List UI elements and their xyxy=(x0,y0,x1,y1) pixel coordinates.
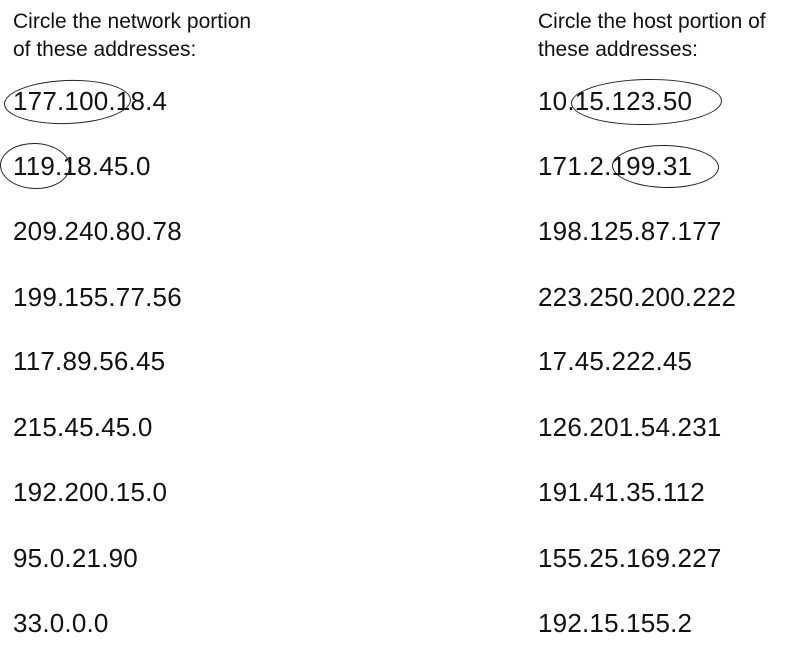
address-192-15-155-2: 192.15.155.2 xyxy=(538,608,692,638)
address-33-0-0-0: 33.0.0.0 xyxy=(13,608,109,638)
address-119-18-45-0: 119.18.45.0 xyxy=(13,151,151,181)
address-191-41-35-112: 191.41.35.112 xyxy=(538,477,705,507)
address-text: 199.155.77.56 xyxy=(13,282,182,312)
address-text: 95.0.21.90 xyxy=(13,543,138,573)
address-199-155-77-56: 199.155.77.56 xyxy=(13,282,182,312)
network-instruction-line2: of these addresses: xyxy=(13,38,197,61)
address-text: 192.200.15.0 xyxy=(13,477,168,507)
address-text: 171.2.199.31 xyxy=(538,151,693,181)
address-177-100-18-4: 177.100.18.4 xyxy=(13,86,167,116)
address-223-250-200-222: 223.250.200.222 xyxy=(538,282,736,312)
address-text: 119.18.45.0 xyxy=(13,151,151,181)
address-text: 215.45.45.0 xyxy=(13,412,153,442)
host-instruction-line1: Circle the host portion of xyxy=(538,10,766,33)
address-text: 177.100.18.4 xyxy=(13,86,168,116)
address-10-15-123-50: 10.15.123.50 xyxy=(538,86,692,116)
address-126-201-54-231: 126.201.54.231 xyxy=(538,412,722,442)
host-instruction-line2: these addresses: xyxy=(538,38,698,61)
address-text: 126.201.54.231 xyxy=(538,412,722,442)
address-text: 10.15.123.50 xyxy=(538,86,693,116)
address-text: 198.125.87.177 xyxy=(538,216,722,246)
network-instruction-line1: Circle the network portion xyxy=(13,10,252,33)
address-text: 192.15.155.2 xyxy=(538,608,693,638)
address-text: 191.41.35.112 xyxy=(538,477,705,507)
network-instruction: Circle the network portion of these addr… xyxy=(13,8,251,64)
address-215-45-45-0: 215.45.45.0 xyxy=(13,412,153,442)
address-text: 209.240.80.78 xyxy=(13,216,182,246)
host-instruction: Circle the host portion of these address… xyxy=(538,8,766,64)
address-text: 17.45.222.45 xyxy=(538,346,693,376)
address-text: 117.89.56.45 xyxy=(13,346,166,376)
address-text: 223.250.200.222 xyxy=(538,282,737,312)
address-192-200-15-0: 192.200.15.0 xyxy=(13,477,167,507)
address-209-240-80-78: 209.240.80.78 xyxy=(13,216,182,246)
address-198-125-87-177: 198.125.87.177 xyxy=(538,216,722,246)
address-171-2-199-31: 171.2.199.31 xyxy=(538,151,692,181)
address-text: 33.0.0.0 xyxy=(13,608,109,638)
address-17-45-222-45: 17.45.222.45 xyxy=(538,346,692,376)
address-95-0-21-90: 95.0.21.90 xyxy=(13,543,138,573)
address-155-25-169-227: 155.25.169.227 xyxy=(538,543,722,573)
address-text: 155.25.169.227 xyxy=(538,543,722,573)
address-117-89-56-45: 117.89.56.45 xyxy=(13,346,165,376)
